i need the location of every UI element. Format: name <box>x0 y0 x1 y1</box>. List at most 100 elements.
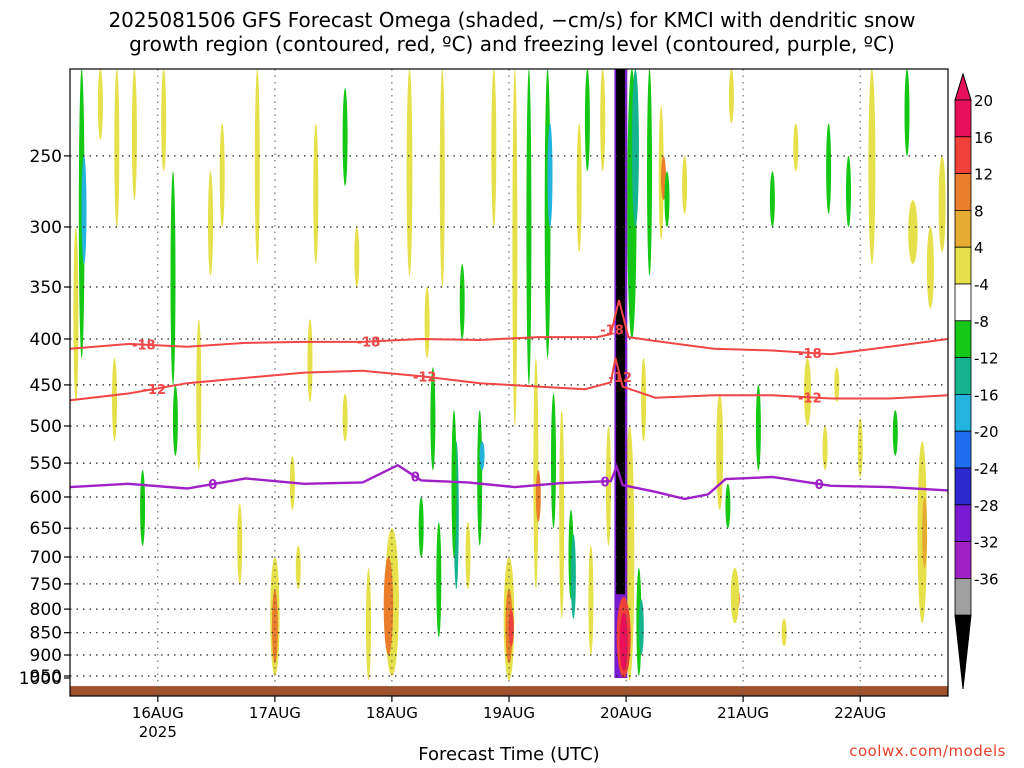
chart-title-line1: 2025081506 GFS Forecast Omega (shaded, −… <box>108 8 916 32</box>
omega-shade-cell <box>526 69 532 385</box>
omega-shade-cell <box>451 410 457 558</box>
omega-shade-cell <box>857 418 863 478</box>
omega-shade-cell <box>576 123 582 253</box>
colorbar-label: 8 <box>974 202 984 220</box>
omega-shade-cell <box>366 568 371 681</box>
contour-label: -18 <box>132 339 156 354</box>
colorbar-swatch <box>954 357 972 395</box>
omega-shade-cell <box>313 123 319 265</box>
y-tick-label: 700 <box>30 548 62 568</box>
x-tick-label: 19AUG <box>483 704 535 722</box>
omega-shade-cell <box>436 522 442 638</box>
colorbar-swatch <box>954 99 972 138</box>
omega-shade-cell <box>439 69 445 287</box>
colorbar-swatch <box>954 173 972 211</box>
colorbar-label: -24 <box>974 460 999 478</box>
x-year-label: 2025 <box>139 723 177 741</box>
omega-shade-cell <box>793 123 799 172</box>
contour-label: -18 <box>357 336 381 351</box>
y-tick-label: 500 <box>30 417 62 437</box>
contour-line--18 <box>70 299 948 356</box>
omega-shade-cell <box>430 367 436 471</box>
omega-shade-cell <box>424 287 430 358</box>
omega-shade-cell <box>631 69 639 227</box>
contour-line--12 <box>70 357 948 402</box>
colorbar-arrow-top <box>954 72 972 101</box>
omega-shade-cell <box>664 171 670 228</box>
omega-shade-cell <box>938 155 946 253</box>
omega-shade-cell <box>922 497 928 568</box>
omega-shade-cell <box>172 384 178 456</box>
omega-shade-cell <box>477 410 483 546</box>
omega-shade-cell <box>908 200 918 265</box>
y-tick-label: 350 <box>30 278 62 298</box>
y-tick-label: 550 <box>30 454 62 474</box>
omega-shade-cell <box>208 171 213 276</box>
omega-shade-cell <box>342 88 348 186</box>
y-tick-label: 800 <box>30 600 62 620</box>
x-tick-label: 22AUG <box>834 704 886 722</box>
omega-shade-cell <box>755 384 761 471</box>
colorbar-arrow-bottom <box>954 614 972 690</box>
omega-shade-cell <box>535 470 541 523</box>
colorbar-swatch <box>954 430 972 469</box>
omega-shade-cell <box>804 358 811 426</box>
omega-shade-cell <box>728 69 734 124</box>
terrain-fill <box>70 686 948 696</box>
omega-shade-cell <box>682 155 688 214</box>
y-tick-label: 950 <box>30 667 62 687</box>
omega-shade-cell <box>170 171 176 385</box>
omega-shade-cell <box>491 69 497 227</box>
updraft-column-core <box>616 69 625 595</box>
colorbar-label: -8 <box>974 313 989 331</box>
omega-shade-cell <box>551 393 556 529</box>
colorbar-swatch <box>954 209 972 248</box>
colorbar-swatch <box>954 467 972 506</box>
contour-label: -12 <box>413 371 437 386</box>
omega-shade-cell <box>465 522 471 590</box>
y-tick-label: 750 <box>30 575 62 595</box>
y-tick-label: 600 <box>30 488 62 508</box>
omega-shade-cell <box>926 226 934 309</box>
colorbar-label: -16 <box>974 386 999 404</box>
x-tick-label: 20AUG <box>600 704 652 722</box>
y-tick-label: 900 <box>30 646 62 666</box>
omega-shade-cell <box>769 171 775 228</box>
colorbar-label: -4 <box>974 276 989 294</box>
omega-shade-cell <box>647 69 652 276</box>
colorbar-swatch <box>954 136 972 175</box>
omega-shade-cell <box>725 483 731 529</box>
omega-shade-cell <box>559 410 565 619</box>
x-tick-label: 16AUG <box>132 704 184 722</box>
omega-shade-cell <box>196 319 202 471</box>
y-tick-label: 300 <box>30 218 62 238</box>
contour-label: -12 <box>143 383 167 398</box>
omega-shade-cell <box>533 358 539 590</box>
colorbar-swatch <box>954 541 972 579</box>
colorbar-label: -36 <box>974 570 999 588</box>
omega-shade-cell <box>237 503 243 584</box>
omega-shade-cell <box>161 69 167 172</box>
contour-label: 0 <box>815 478 824 493</box>
omega-shade-cell <box>834 367 840 402</box>
contour-label: 0 <box>600 475 609 490</box>
x-tick-label: 21AUG <box>717 704 769 722</box>
colorbar-label: 20 <box>974 92 993 110</box>
x-tick-label: 17AUG <box>249 704 301 722</box>
omega-shade-cell <box>73 226 79 402</box>
colorbar-swatch <box>954 504 972 542</box>
omega-shade-cell <box>716 393 724 510</box>
omega-shade-cell <box>307 319 313 402</box>
omega-shade-cell <box>131 69 137 200</box>
contour-label: -18 <box>798 347 822 362</box>
omega-shade-cell <box>342 393 348 442</box>
colorbar-swatch <box>954 283 972 322</box>
colorbar-label: 16 <box>974 129 993 147</box>
y-tick-label: 450 <box>30 376 62 396</box>
downdraft-core <box>619 612 628 671</box>
colorbar-swatch <box>954 246 972 285</box>
credit-link[interactable]: coolwx.com/models <box>849 742 1006 760</box>
chart-title-line2: growth region (contoured, red, ºC) and f… <box>129 32 895 56</box>
omega-shade-cell <box>588 545 594 656</box>
